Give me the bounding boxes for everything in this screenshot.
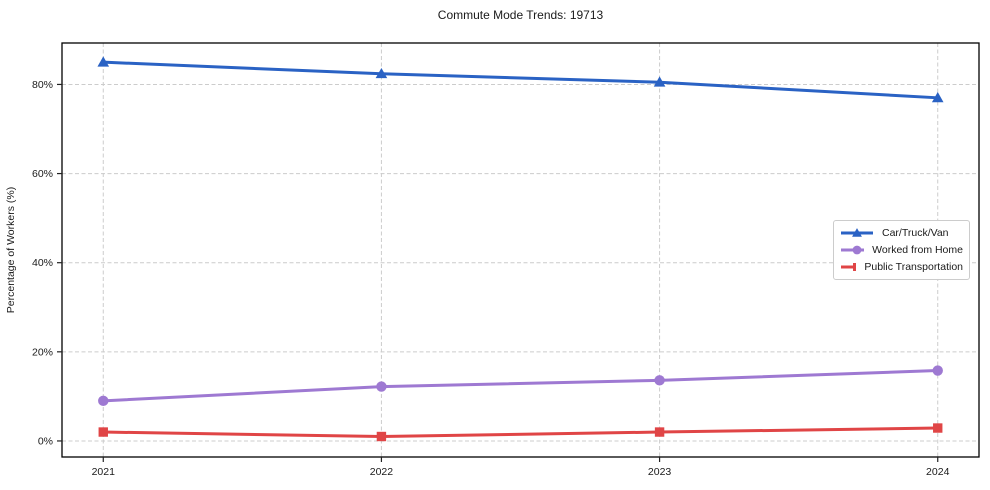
square-marker	[654, 427, 665, 437]
circle-marker	[932, 365, 943, 376]
x-tick-label: 2023	[648, 466, 672, 478]
square-marker	[853, 263, 857, 271]
y-tick-label: 60%	[32, 168, 53, 180]
circle-marker	[852, 245, 862, 255]
series-line-worked-from-home	[101, 369, 940, 403]
triangle-marker	[852, 228, 862, 237]
plot-frame	[61, 42, 980, 458]
square-marker	[933, 423, 943, 433]
legend-label: Car/Truck/Van	[882, 227, 949, 239]
series-line-public-transportation	[101, 426, 940, 439]
x-tick-label: 2022	[370, 466, 394, 478]
y-axis-label: Percentage of Workers (%)	[5, 187, 17, 313]
legend-item-car-truck-van: Car/Truck/Van	[840, 226, 963, 240]
legend-item-worked-from-home: Worked from Home	[840, 243, 963, 257]
circle-legend-marker-icon	[841, 245, 865, 255]
triangle-legend-marker-icon	[841, 228, 873, 237]
triangle-marker	[375, 67, 388, 79]
legend: Car/Truck/Van Worked from Home Public Tran…	[833, 220, 970, 280]
square-marker	[98, 427, 108, 437]
x-tick-label: 2021	[92, 466, 116, 478]
square-legend-marker-icon	[841, 263, 857, 271]
circle-marker	[654, 375, 665, 386]
legend-label: Worked from Home	[872, 244, 963, 256]
triangle-marker	[931, 92, 944, 103]
square-marker	[376, 431, 387, 442]
y-tick-label: 80%	[32, 79, 53, 91]
triangle-marker	[653, 76, 666, 87]
series-line-car-truck-van	[101, 60, 940, 100]
legend-item-public-transportation: Public Transportation	[840, 260, 963, 274]
chart-title: Commute Mode Trends: 19713	[437, 8, 604, 22]
y-tick-label: 0%	[38, 435, 53, 447]
x-tick-label: 2024	[926, 466, 950, 478]
y-tick-label: 40%	[32, 257, 53, 269]
legend-label: Public Transportation	[864, 261, 963, 273]
circle-marker	[98, 395, 109, 407]
circle-marker	[376, 381, 387, 392]
y-tick-label: 20%	[32, 346, 53, 358]
triangle-marker	[97, 56, 110, 67]
